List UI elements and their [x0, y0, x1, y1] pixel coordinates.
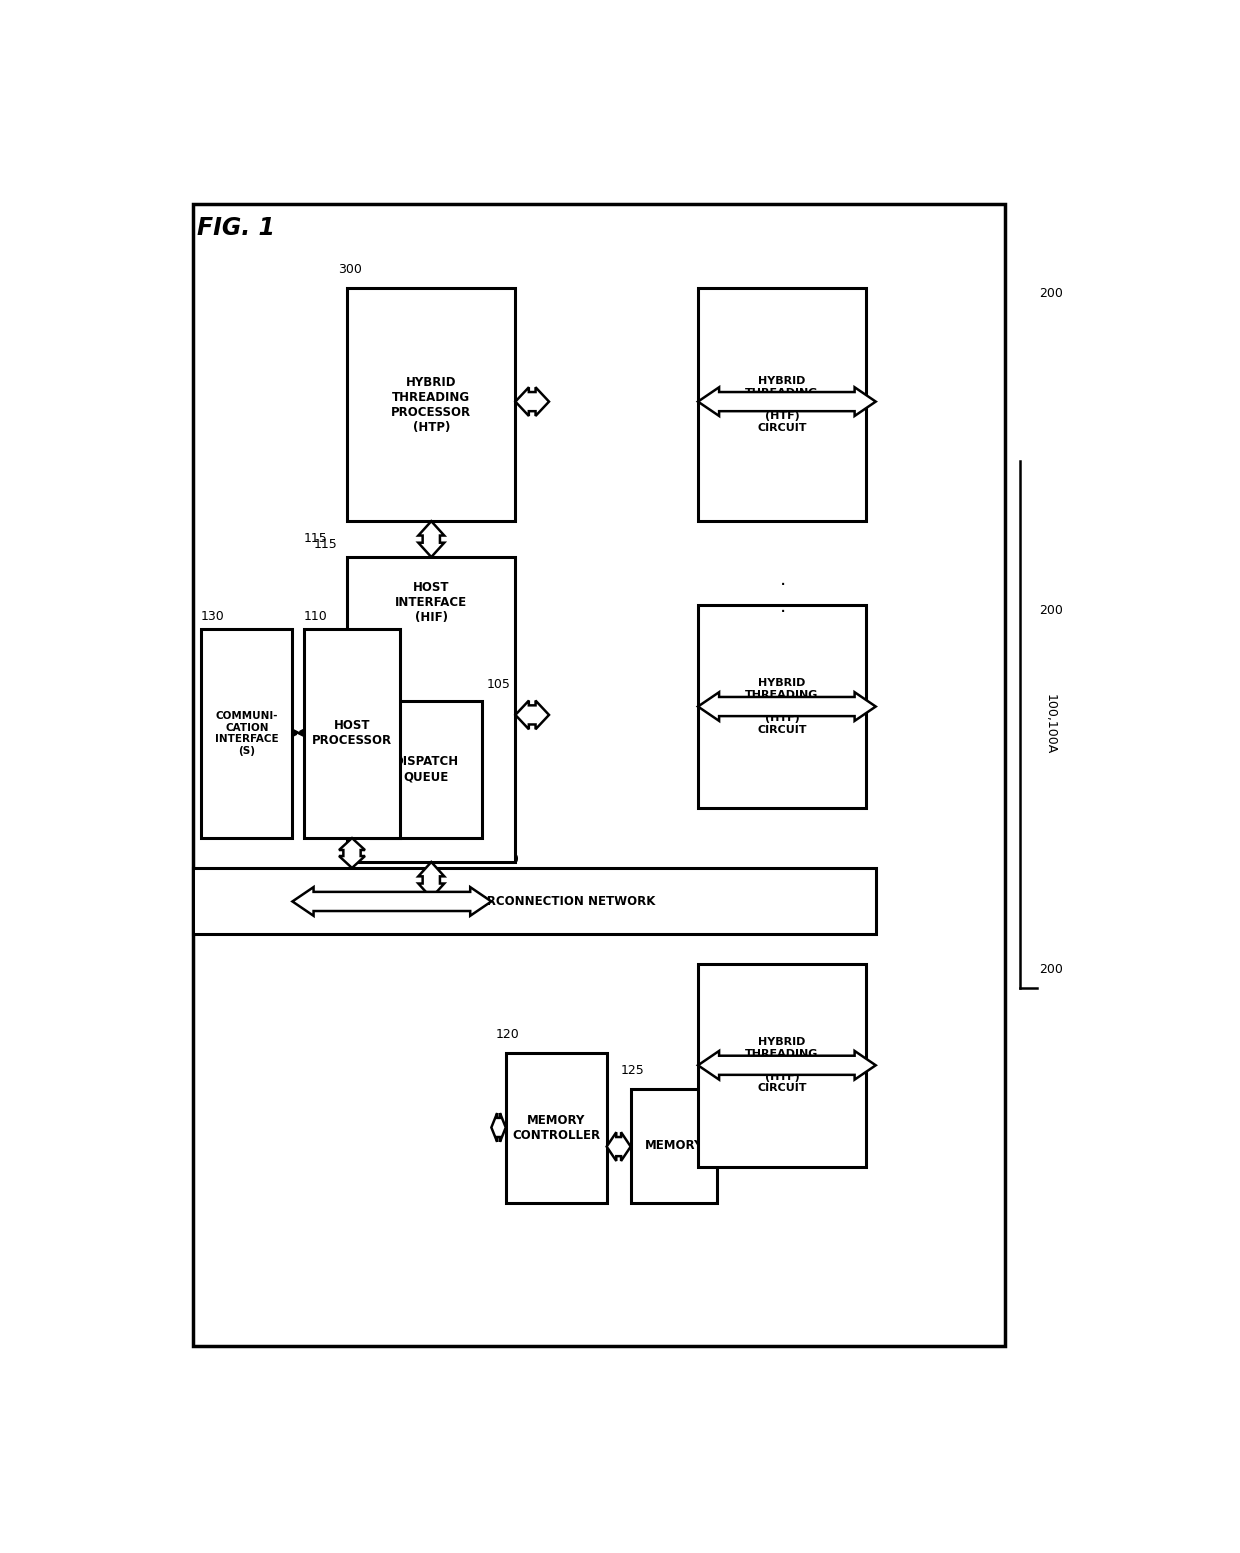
Text: 150: 150	[496, 853, 520, 865]
Text: 130: 130	[201, 610, 224, 623]
Bar	[506, 1053, 606, 1202]
Text: 200: 200	[1039, 963, 1063, 975]
Text: HOST
PROCESSOR: HOST PROCESSOR	[312, 719, 392, 747]
Text: 110: 110	[304, 610, 327, 623]
Polygon shape	[606, 1132, 631, 1162]
Text: 300: 300	[337, 262, 362, 276]
Bar	[371, 700, 481, 839]
Polygon shape	[491, 1114, 506, 1141]
Polygon shape	[698, 1051, 875, 1079]
Text: 125: 125	[621, 1064, 645, 1078]
Text: MEMORY
CONTROLLER: MEMORY CONTROLLER	[512, 1114, 600, 1141]
Bar	[193, 205, 1006, 1346]
Polygon shape	[293, 887, 491, 916]
Text: COMMUNI-
CATION
INTERFACE
(S): COMMUNI- CATION INTERFACE (S)	[215, 711, 279, 756]
Text: 120: 120	[496, 1028, 520, 1042]
Polygon shape	[698, 387, 875, 416]
Bar	[193, 868, 875, 933]
Text: FIRST INTERCONNECTION NETWORK: FIRST INTERCONNECTION NETWORK	[414, 895, 655, 909]
Text: FIG. 1: FIG. 1	[197, 216, 275, 241]
Polygon shape	[516, 700, 549, 730]
Bar	[304, 629, 401, 839]
Bar	[347, 558, 516, 862]
Text: MEMORY: MEMORY	[645, 1140, 703, 1152]
Polygon shape	[418, 862, 444, 898]
Bar	[201, 629, 293, 839]
Bar	[698, 287, 866, 522]
Text: 200: 200	[1039, 604, 1063, 617]
Text: HYBRID
THREADING
FABRIC
(HTF)
CIRCUIT: HYBRID THREADING FABRIC (HTF) CIRCUIT	[745, 679, 818, 735]
Text: 200: 200	[1039, 287, 1063, 300]
Text: 115: 115	[304, 533, 327, 545]
Text: HYBRID
THREADING
FABRIC
(HTF)
CIRCUIT: HYBRID THREADING FABRIC (HTF) CIRCUIT	[745, 376, 818, 433]
Polygon shape	[339, 839, 365, 868]
Bar	[698, 963, 866, 1166]
Text: HOST
INTERFACE
(HIF): HOST INTERFACE (HIF)	[396, 581, 467, 624]
Polygon shape	[418, 522, 444, 558]
Text: 115: 115	[314, 537, 337, 551]
Text: .
.: . .	[780, 570, 786, 615]
Text: DISPATCH
QUEUE: DISPATCH QUEUE	[394, 755, 459, 783]
Text: 105: 105	[486, 679, 511, 691]
Polygon shape	[516, 387, 549, 416]
Bar	[347, 287, 516, 522]
Text: HYBRID
THREADING
PROCESSOR
(HTP): HYBRID THREADING PROCESSOR (HTP)	[392, 376, 471, 433]
Bar	[631, 1089, 717, 1202]
Polygon shape	[698, 693, 875, 721]
Bar	[698, 604, 866, 808]
Text: HYBRID
THREADING
FABRIC
(HTF)
CIRCUIT: HYBRID THREADING FABRIC (HTF) CIRCUIT	[745, 1037, 818, 1093]
Text: 100,100A: 100,100A	[1044, 694, 1056, 755]
